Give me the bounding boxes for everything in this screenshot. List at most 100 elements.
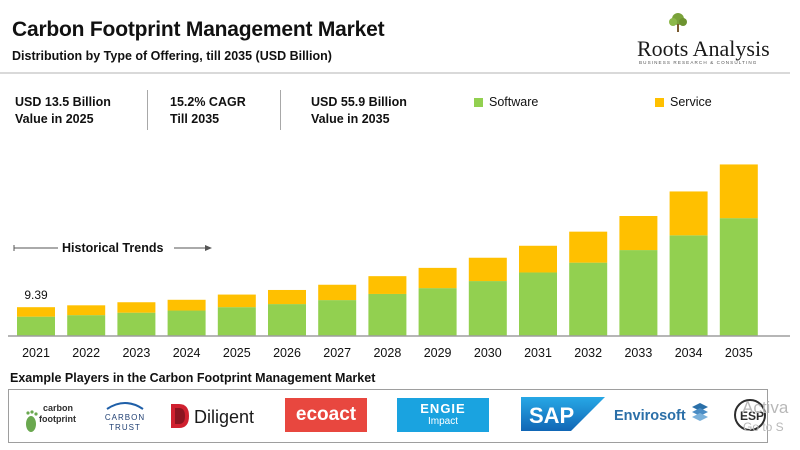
stat-value-2035: USD 55.9 Billion Value in 2035 bbox=[311, 94, 407, 128]
bar-service-2026 bbox=[268, 289, 306, 305]
stat-value-2025-line2: Value in 2025 bbox=[15, 112, 94, 126]
logo-envirosoft: Envirosoft bbox=[612, 399, 712, 431]
legend-swatch-service bbox=[655, 98, 664, 107]
logo-esp-text: ESP bbox=[740, 409, 764, 423]
bar-software-2026 bbox=[268, 304, 306, 336]
x-tick-label-2026: 2026 bbox=[273, 346, 301, 360]
sap-icon: SAP bbox=[521, 397, 605, 431]
bar-service-2035 bbox=[719, 164, 758, 219]
esp-icon: ESP bbox=[734, 399, 766, 431]
title-divider bbox=[0, 72, 790, 74]
bar-service-2023 bbox=[117, 302, 156, 313]
brand-logo: Roots Analysis BUSINESS RESEARCH & CONSU… bbox=[633, 12, 783, 68]
legend-label-service: Service bbox=[670, 95, 712, 109]
stat-value-2025: USD 13.5 Billion Value in 2025 bbox=[15, 94, 111, 128]
bars-group bbox=[17, 164, 758, 336]
bar-software-2027 bbox=[318, 300, 357, 336]
x-tick-label-2033: 2033 bbox=[624, 346, 652, 360]
bar-software-2025 bbox=[217, 307, 256, 336]
bar-service-2024 bbox=[167, 299, 206, 311]
x-tick-label-2023: 2023 bbox=[122, 346, 150, 360]
x-tick-label-2032: 2032 bbox=[574, 346, 602, 360]
x-tick-label-2027: 2027 bbox=[323, 346, 351, 360]
logo-carbon-trust-line1: CARBON bbox=[105, 413, 145, 422]
brand-tagline: BUSINESS RESEARCH & CONSULTING bbox=[639, 60, 758, 65]
logo-sap-text: SAP bbox=[529, 403, 574, 428]
activation-watermark-line2: Go to S bbox=[743, 420, 784, 434]
stat-value-2035-line1: USD 55.9 Billion bbox=[311, 95, 407, 109]
stat-cagr-line2: Till 2035 bbox=[170, 112, 220, 126]
data-label-2021: 9.39 bbox=[24, 288, 48, 302]
tree-icon bbox=[669, 13, 687, 32]
bar-service-2034 bbox=[669, 191, 708, 236]
bar-service-2027 bbox=[318, 284, 357, 301]
bar-service-2025 bbox=[217, 294, 256, 308]
carbon-trust-icon: CARBON TRUST bbox=[105, 402, 145, 432]
x-tick-label-2030: 2030 bbox=[474, 346, 502, 360]
logo-carbon-footprint-line1: carbon bbox=[43, 403, 73, 413]
x-tick-label-2028: 2028 bbox=[373, 346, 401, 360]
logo-engie-impact-line1: ENGIE bbox=[420, 401, 466, 416]
historical-trends-marker: Historical Trends bbox=[13, 241, 212, 255]
footprint-icon: carbon footprint bbox=[26, 403, 76, 432]
x-tick-label-2021: 2021 bbox=[22, 346, 50, 360]
bar-software-2024 bbox=[167, 310, 206, 336]
envirosoft-icon: Envirosoft bbox=[614, 403, 708, 424]
stat-divider bbox=[280, 90, 281, 130]
bar-service-2022 bbox=[67, 305, 106, 316]
x-tick-label-2035: 2035 bbox=[725, 346, 753, 360]
players-title: Example Players in the Carbon Footprint … bbox=[10, 371, 376, 385]
bar-software-2032 bbox=[569, 262, 608, 336]
bar-service-2021 bbox=[17, 307, 55, 317]
logo-carbon-footprint: carbon footprint bbox=[19, 397, 87, 435]
x-tick-labels: 2021 2022 2023 2024 2025 2026 2027 2028 2029 2030… bbox=[22, 346, 753, 360]
logo-ecoact: ecoact bbox=[285, 398, 367, 432]
logo-engie-impact: ENGIE Impact bbox=[397, 398, 489, 432]
stat-value-2025-line1: USD 13.5 Billion bbox=[15, 95, 111, 109]
bar-service-2033 bbox=[619, 216, 658, 251]
bar-software-2035 bbox=[719, 218, 758, 336]
bar-service-2032 bbox=[569, 231, 608, 263]
bar-software-2033 bbox=[619, 250, 658, 336]
bar-software-2030 bbox=[468, 281, 507, 336]
bar-software-2028 bbox=[368, 293, 407, 336]
logo-carbon-trust-line2: TRUST bbox=[109, 423, 141, 432]
x-tick-label-2031: 2031 bbox=[524, 346, 552, 360]
logo-envirosoft-text: Envirosoft bbox=[614, 408, 686, 424]
bar-software-2029 bbox=[418, 288, 457, 336]
x-tick-label-2034: 2034 bbox=[675, 346, 703, 360]
players-logo-strip: carbon footprint CARBON TRUST Diligent e… bbox=[8, 389, 768, 443]
logo-esp: ESP bbox=[733, 398, 767, 432]
bar-software-2034 bbox=[669, 235, 708, 336]
logo-ecoact-text: ecoact bbox=[295, 404, 357, 425]
bar-software-2022 bbox=[67, 315, 106, 336]
activation-watermark-line1: Activa bbox=[742, 398, 789, 417]
x-tick-label-2024: 2024 bbox=[173, 346, 201, 360]
stat-cagr-line1: 15.2% CAGR bbox=[170, 95, 246, 109]
bar-software-2021 bbox=[17, 316, 55, 336]
logo-sap: SAP bbox=[521, 397, 605, 431]
logo-carbon-footprint-line2: footprint bbox=[39, 414, 76, 424]
bar-service-2028 bbox=[368, 276, 407, 294]
logo-engie-impact-line2: Impact bbox=[427, 416, 458, 427]
logo-carbon-trust: CARBON TRUST bbox=[95, 395, 155, 437]
logo-diligent-text: Diligent bbox=[194, 407, 254, 427]
stat-value-2035-line2: Value in 2035 bbox=[311, 112, 390, 126]
bar-service-2031 bbox=[519, 245, 557, 273]
logo-diligent: Diligent bbox=[167, 398, 263, 434]
bar-service-2029 bbox=[418, 267, 457, 289]
brand-name: Roots Analysis bbox=[637, 36, 770, 61]
stat-divider bbox=[147, 90, 148, 130]
bar-software-2023 bbox=[117, 312, 156, 336]
x-tick-label-2029: 2029 bbox=[424, 346, 452, 360]
historical-trends-label: Historical Trends bbox=[62, 241, 163, 255]
legend-swatch-software bbox=[474, 98, 483, 107]
bar-software-2031 bbox=[519, 272, 557, 336]
bar-service-2030 bbox=[468, 257, 507, 282]
historical-arrow-head bbox=[205, 245, 212, 251]
x-tick-label-2025: 2025 bbox=[223, 346, 251, 360]
legend-label-software: Software bbox=[489, 95, 539, 109]
diligent-icon: Diligent bbox=[171, 404, 254, 428]
stat-cagr: 15.2% CAGR Till 2035 bbox=[170, 94, 246, 128]
data-labels: 9.39 bbox=[24, 288, 48, 302]
